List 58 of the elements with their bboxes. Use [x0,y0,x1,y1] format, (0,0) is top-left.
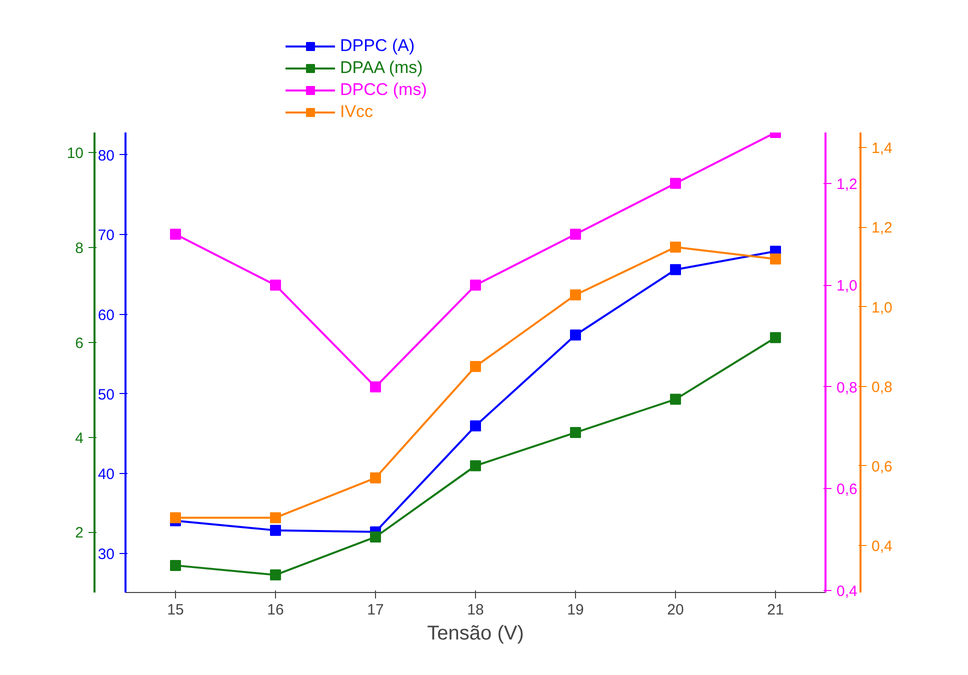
y2-tick-label: 1,2 [872,220,892,237]
y2-tick-label: 6 [75,334,84,352]
point [570,427,581,438]
y2-tick-label: 1,4 [872,140,892,158]
y2-tick-label: 0,6 [872,458,892,476]
point [270,569,281,580]
point [170,560,181,571]
point [670,264,681,276]
point [570,329,581,340]
y2-tick-label: 8 [75,240,84,257]
y2-tick-label: 10 [66,144,84,162]
legend-label: DPCC (ms) [340,80,427,100]
y-tick-label: 1,0 [836,278,858,295]
point [170,512,181,524]
point [370,531,381,542]
point [170,228,181,240]
x-tick-label: 20 [667,602,684,618]
y-tick-label: 50 [98,386,115,404]
point [770,332,781,344]
y-tick-label: 60 [98,306,115,324]
point [370,381,381,392]
point [670,242,681,253]
point [570,228,581,240]
y2-tick-label: 4 [75,430,84,447]
x-tick-label: 17 [367,602,384,618]
point [470,280,481,291]
point [270,280,281,291]
point [470,460,481,472]
legend-label: DPAA (ms) [340,58,423,78]
point [570,289,581,300]
y2-tick-label: 0,4 [872,538,892,556]
point [270,512,281,524]
y2-tick-label: 2 [75,524,84,542]
y2-tick-label: 1,0 [872,299,892,316]
y-tick-label: 30 [98,546,115,563]
legend-label: IVcc [340,102,374,122]
point [470,360,481,372]
point [470,420,481,432]
x-tick-label: 19 [567,602,584,618]
point [770,254,781,265]
legend-label: DPPC (A) [340,36,415,56]
y-tick-label: 0,4 [836,582,858,600]
x-tick-label: 16 [267,602,284,618]
point [370,472,381,484]
y-tick-label: 70 [98,227,115,244]
y-tick-label: 0,8 [836,379,858,396]
y2-tick-label: 0,8 [872,378,892,396]
point [270,524,281,536]
x-axis-title: Tensão (V) [427,622,524,644]
x-tick-label: 21 [767,602,784,618]
point [670,178,681,189]
x-tick-label: 18 [467,602,484,618]
x-tick-label: 15 [167,602,184,618]
y-tick-label: 1,2 [836,176,858,193]
y-tick-label: 80 [98,147,115,164]
point [670,394,681,405]
y-tick-label: 0,6 [836,481,858,498]
y-tick-label: 40 [98,466,115,484]
